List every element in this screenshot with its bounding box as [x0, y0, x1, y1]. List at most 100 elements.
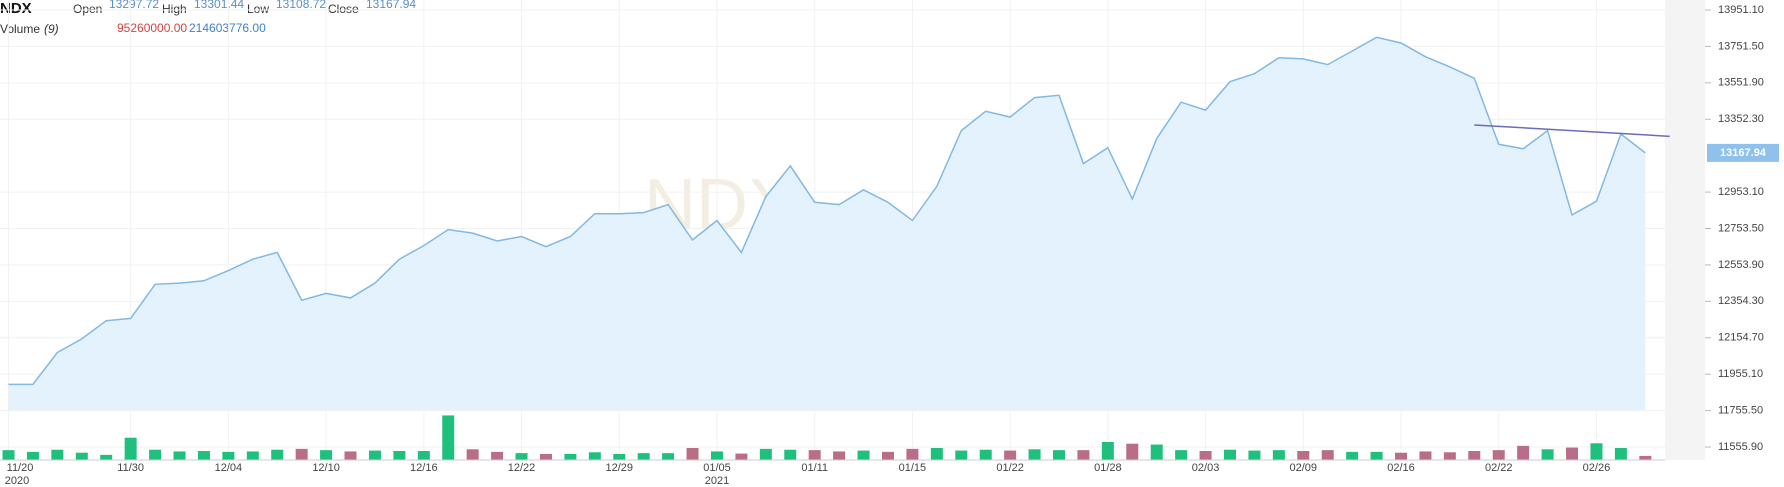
volume-bar	[1199, 451, 1212, 460]
volume-bar	[417, 451, 430, 460]
volume-bar	[515, 453, 528, 460]
volume-bar	[906, 448, 919, 460]
x-tick-label: 02/03	[1192, 462, 1220, 474]
volume-bar	[393, 451, 406, 460]
y-tick-label: 13352.30	[1718, 113, 1764, 125]
x-tick-label: 02/22	[1485, 462, 1513, 474]
x-tick-label: 01/11	[801, 462, 828, 474]
axis-strip	[1665, 0, 1705, 460]
x-tick-label: 01/15	[899, 462, 927, 474]
symbol: NDX	[0, 0, 32, 17]
x-tick-label: 02/26	[1583, 462, 1611, 474]
volume-bar	[735, 453, 748, 460]
volume-readout: 214603776.00	[189, 21, 266, 35]
volume-bar	[1443, 452, 1456, 460]
volume-bar	[1639, 455, 1652, 460]
x-tick-label: 01/22	[996, 462, 1024, 474]
price-tag	[1707, 143, 1779, 162]
volume-bar	[588, 452, 601, 460]
volume-bar	[442, 415, 455, 460]
volume-bar	[320, 450, 333, 460]
volume-bar	[124, 437, 137, 460]
volume-bar	[1028, 449, 1041, 460]
volume-bar	[2, 450, 15, 460]
volume-bar	[1297, 451, 1310, 460]
volume-bar	[1175, 450, 1188, 460]
volume-bar	[344, 451, 357, 460]
volume-bar	[637, 453, 650, 460]
x-tick-label: 01/28	[1094, 462, 1122, 474]
x-tick-label: 02/16	[1387, 462, 1415, 474]
y-tick-label: 13951.10	[1718, 4, 1764, 16]
volume-bar	[295, 448, 308, 460]
ohlc-label: Close	[328, 2, 359, 16]
volume-bar	[1346, 451, 1359, 460]
y-tick-label: 12354.30	[1718, 295, 1764, 307]
volume-bar	[1492, 450, 1505, 460]
y-tick-label: 13751.50	[1718, 40, 1764, 52]
volume-bar	[1224, 449, 1236, 460]
volume-bar	[784, 449, 797, 460]
volume-bar	[51, 449, 64, 460]
volume-bar	[1395, 452, 1408, 460]
volume-bar	[1468, 451, 1481, 460]
price-tag-label: 13167.94	[1720, 147, 1767, 159]
volume-bar	[1077, 450, 1090, 460]
x-tick-label: 12/22	[508, 462, 536, 474]
x-tick-label: 12/16	[410, 462, 438, 474]
volume-bar	[857, 450, 870, 460]
volume-bar	[149, 449, 162, 460]
ohlc-label: Open	[73, 2, 102, 16]
volume-bar	[613, 454, 626, 460]
line	[8, 36, 1646, 386]
volume-bar	[1590, 443, 1603, 460]
y-tick-label: 12553.90	[1718, 259, 1764, 271]
ohlc-value: 13297.72	[109, 0, 159, 11]
x-tick-label: 02/09	[1290, 462, 1318, 474]
x-tick-label: 12/10	[312, 462, 340, 474]
y-tick-label: 11955.10	[1718, 368, 1763, 380]
volume-readout: 95260000.00	[117, 21, 187, 35]
y-tick-label: 12953.10	[1718, 186, 1764, 198]
volume-bar	[75, 452, 88, 460]
ohlc-label: Low	[247, 2, 269, 16]
volume-bar	[197, 451, 210, 460]
volume-bar	[539, 454, 552, 460]
y-tick-label: 11755.50	[1718, 404, 1763, 416]
ohlc-label: High	[162, 2, 187, 16]
year-label: 2020	[5, 475, 29, 487]
volume-bar	[955, 450, 968, 460]
volume-bar	[833, 451, 846, 460]
y-tick-label: 11555.90	[1718, 441, 1763, 453]
x-tick-label: 12/04	[215, 462, 243, 474]
volume-bar	[26, 451, 39, 460]
volume-bar	[662, 453, 675, 460]
volume-bar	[173, 451, 186, 460]
volume-bar	[1101, 442, 1114, 460]
volume-bar	[1517, 445, 1530, 460]
ohlc-value: 13108.72	[276, 0, 326, 11]
volume-bar	[1370, 451, 1383, 460]
ohlc-value: 13167.94	[366, 0, 416, 11]
y-tick-label: 12753.50	[1718, 222, 1764, 234]
volume-bar	[1272, 450, 1285, 460]
volume-bar	[1541, 449, 1554, 460]
volume-bar	[1150, 444, 1163, 460]
volume-bar	[368, 450, 381, 460]
trendline	[1474, 124, 1670, 138]
volume-title: Volume	[0, 22, 40, 36]
x-tick-label: 11/30	[117, 462, 144, 474]
volume-bar	[1614, 448, 1627, 460]
volume-bar	[491, 451, 504, 460]
volume-bar	[1248, 450, 1261, 460]
volume-bar	[979, 449, 992, 460]
volume-bar	[930, 448, 943, 460]
volume-bar	[1321, 450, 1334, 460]
x-tick-label: 11/20	[7, 462, 34, 474]
volume-bar	[1052, 450, 1065, 460]
volume-bar	[881, 451, 894, 460]
volume-bar	[246, 451, 259, 460]
volume-bar	[1566, 447, 1579, 460]
volume-bar	[222, 451, 235, 460]
volume-bar	[1004, 450, 1017, 460]
